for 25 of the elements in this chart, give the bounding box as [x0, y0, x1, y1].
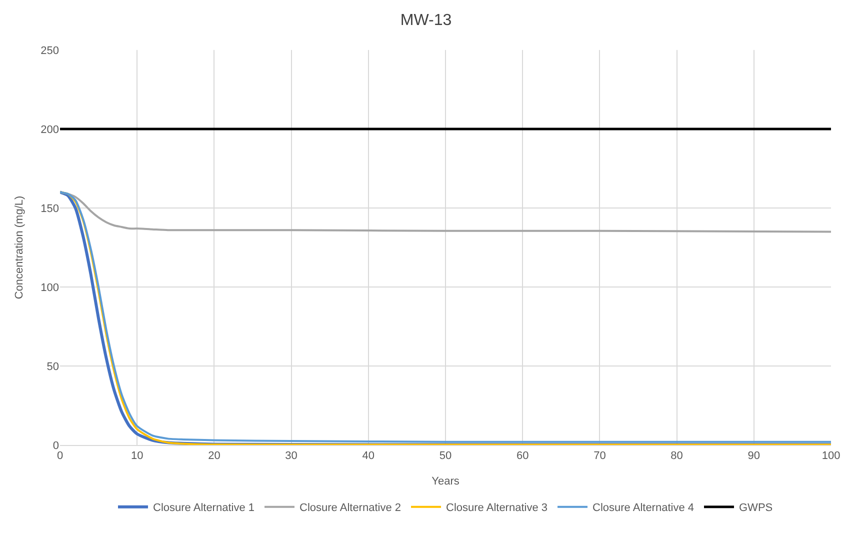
- line-series: [60, 191, 831, 233]
- x-tick-label: 60: [516, 450, 529, 462]
- y-tick-label: 50: [46, 360, 59, 373]
- x-axis-title: Years: [432, 475, 460, 488]
- y-tick-label: 0: [52, 440, 59, 452]
- legend-label: Closure Alternative 3: [446, 502, 548, 514]
- y-tick-label: 200: [40, 124, 59, 136]
- x-tick-label: 50: [439, 450, 452, 462]
- x-tick-label: 70: [594, 450, 606, 462]
- x-tick-label: 30: [285, 450, 298, 462]
- legend-label: Closure Alternative 4: [592, 502, 694, 514]
- y-tick-label: 150: [40, 202, 59, 215]
- legend-label: Closure Alternative 2: [300, 502, 401, 514]
- x-tick-label: 90: [748, 450, 760, 462]
- x-tick-label: 40: [362, 450, 375, 462]
- legend-label: GWPS: [739, 502, 773, 514]
- y-tick-label: 250: [40, 44, 59, 57]
- x-tick-label: 20: [208, 450, 220, 462]
- x-tick-label: 10: [130, 450, 144, 462]
- legend-label: Closure Alternative 1: [153, 502, 254, 514]
- y-axis-title: Concentration (mg/L): [13, 196, 26, 300]
- chart-title: MW-13: [400, 12, 452, 29]
- x-tick-label: 80: [670, 450, 683, 462]
- y-tick-label: 100: [40, 282, 59, 294]
- x-tick-label: 100: [822, 450, 840, 462]
